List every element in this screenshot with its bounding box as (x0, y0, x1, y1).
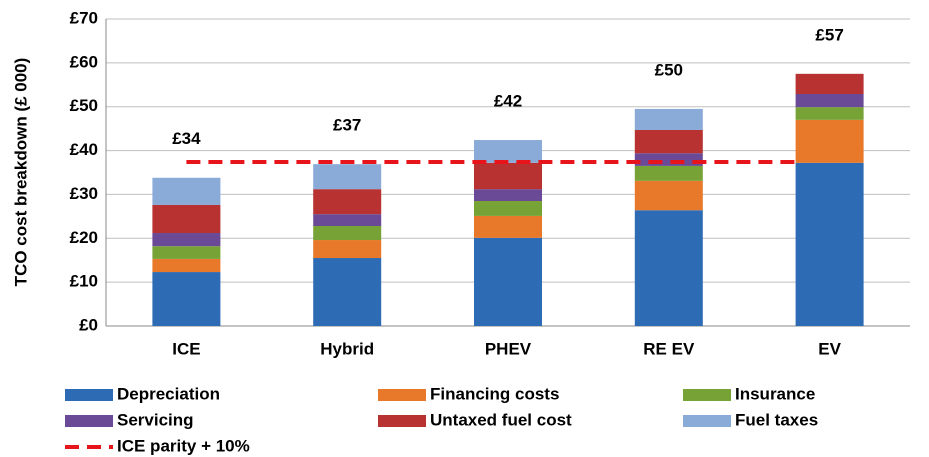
bar-segment (634, 180, 703, 211)
total-label: £37 (333, 116, 361, 135)
legend-label: Financing costs (430, 384, 559, 403)
bar-segment (152, 204, 221, 234)
legend-label: Fuel taxes (735, 410, 818, 429)
y-tick-label: £0 (79, 315, 98, 334)
bar-segment (313, 189, 382, 215)
y-axis-label: TCO cost breakdown (£ 000) (11, 58, 30, 287)
bar-segment (152, 258, 221, 273)
total-label: £34 (172, 129, 201, 148)
legend-label: Depreciation (117, 384, 220, 403)
bar-segment (634, 153, 703, 166)
bar-segment (795, 162, 864, 326)
bar-segment (313, 226, 382, 241)
x-tick-label: RE EV (643, 339, 695, 358)
legend-label: Insurance (735, 384, 815, 403)
legend-label: Servicing (117, 410, 194, 429)
bar-segment (634, 108, 703, 130)
bar-segment (634, 129, 703, 154)
bar-segment (474, 201, 542, 216)
legend-swatch (378, 389, 426, 401)
x-tick-label: PHEV (485, 339, 532, 358)
x-tick-label: Hybrid (320, 339, 374, 358)
legend-label: Untaxed fuel cost (430, 410, 572, 429)
legend-swatch (378, 415, 426, 427)
total-label: £57 (815, 25, 843, 44)
bar-segment (795, 107, 864, 120)
y-tick-label: £20 (70, 228, 98, 247)
bar-segment (152, 233, 221, 247)
y-tick-label: £40 (70, 140, 98, 159)
bar-segment (313, 214, 382, 227)
legend-swatch (65, 389, 113, 401)
bar-segment (474, 237, 542, 326)
bar-segment (474, 189, 542, 202)
y-tick-label: £50 (70, 96, 98, 115)
bar-segment (634, 165, 703, 181)
total-label: £50 (655, 60, 683, 79)
legend-swatch (65, 415, 113, 427)
legend-swatch (683, 415, 731, 427)
bar-segment (795, 73, 864, 94)
x-tick-label: ICE (172, 339, 200, 358)
y-tick-label: £60 (70, 52, 98, 71)
bar-segment (474, 162, 542, 190)
y-tick-label: £30 (70, 184, 98, 203)
y-tick-label: £10 (70, 272, 98, 291)
total-label: £42 (494, 92, 522, 111)
y-tick-label: £70 (70, 8, 98, 27)
x-tick-label: EV (818, 339, 841, 358)
bar-segment (152, 272, 221, 326)
bar-segment (634, 210, 703, 326)
bar-segment (474, 215, 542, 238)
bar-segment (474, 140, 542, 163)
legend-swatch (683, 389, 731, 401)
bar-segment (152, 246, 221, 259)
bar-segment (795, 93, 864, 108)
bar-segment (795, 119, 864, 163)
bar-segment (152, 177, 221, 205)
bar-segment (313, 258, 382, 326)
bar-segment (313, 164, 382, 190)
legend-label: ICE parity + 10% (117, 436, 250, 455)
bar-segment (313, 240, 382, 259)
